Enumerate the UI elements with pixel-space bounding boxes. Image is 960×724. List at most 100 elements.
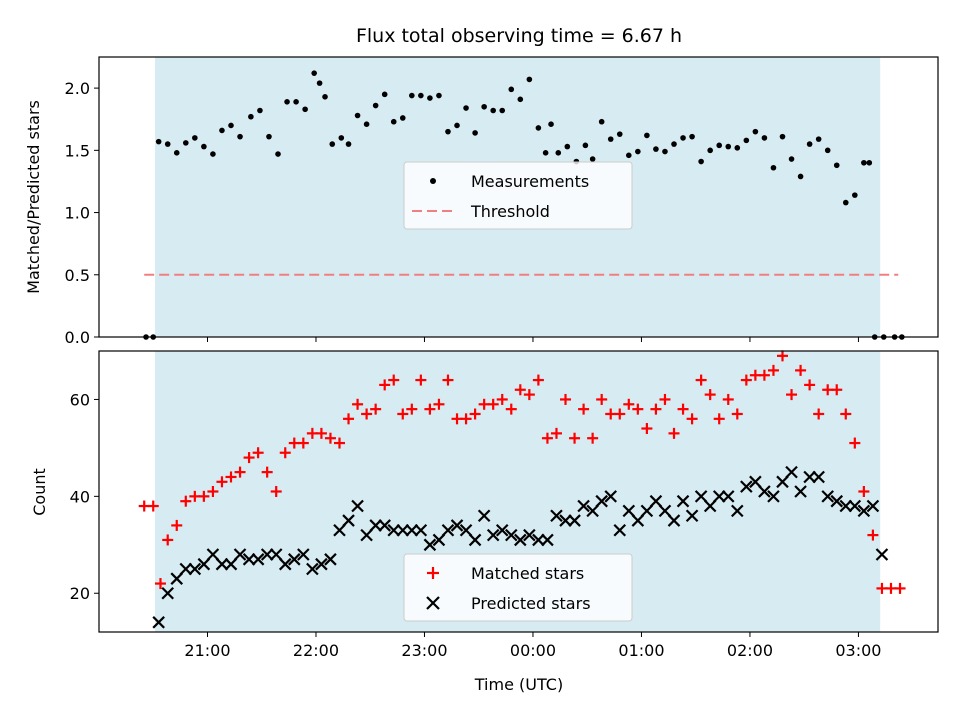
measurement-point [322, 94, 328, 100]
predicted-stars-point [288, 553, 301, 566]
measurement-point [490, 107, 496, 114]
measurement-point [635, 148, 641, 155]
predicted-stars-point [685, 509, 699, 523]
measurement-point [499, 107, 506, 114]
matched-stars-point [722, 393, 734, 405]
matched-stars-point [650, 403, 662, 415]
measurement-point [399, 115, 406, 121]
matched-stars-point [867, 529, 879, 541]
predicted-stars-point [749, 475, 762, 489]
matched-stars-point [569, 432, 581, 444]
matched-stars-point [370, 403, 382, 415]
matched-stars-point [695, 374, 707, 386]
predicted-stars-point [342, 514, 355, 527]
measurement-point [707, 147, 713, 154]
predicted-stars-point [315, 557, 328, 571]
matched-stars-point [415, 374, 427, 386]
measurement-point [201, 143, 207, 150]
predicted-stars-point [794, 485, 807, 498]
measurement-point [173, 150, 180, 156]
measurement-point [526, 76, 533, 83]
matched-stars-point [641, 423, 653, 435]
matched-stars-point [505, 403, 517, 415]
matched-stars-point [713, 413, 725, 425]
matched-stars-point [352, 398, 364, 410]
measurement-point [797, 173, 804, 180]
predicted-stars-point [640, 504, 654, 518]
matched-stars-point [460, 413, 472, 425]
predicted-stars-point [848, 499, 862, 513]
predicted-stars-point [649, 494, 663, 508]
predicted-stars-point [414, 523, 428, 537]
x-tick-label: 22:00 [293, 641, 339, 660]
matched-stars-point [523, 389, 535, 401]
predicted-stars-point [360, 528, 373, 542]
matched-stars-point [596, 393, 608, 405]
predicted-stars-point [504, 528, 518, 542]
measurement-point [316, 80, 323, 86]
matched-stars-point [740, 374, 752, 386]
top-y-tick-label: 2.0 [65, 79, 90, 98]
measurement-point [555, 150, 562, 156]
predicted-stars-point [459, 523, 473, 537]
measurement-point [293, 99, 299, 105]
matched-stars-point [406, 403, 418, 415]
measurement-point [508, 86, 515, 93]
top-y-axis-label: Matched/Predicted stars [24, 100, 43, 294]
matched-stars-point [297, 437, 309, 449]
measurement-point [390, 118, 397, 125]
matched-stars-point [858, 486, 870, 497]
predicted-stars-point [721, 490, 735, 503]
matched-stars-point [234, 466, 246, 478]
measurement-point [338, 135, 345, 141]
predicted-stars-point [658, 504, 672, 518]
measurement-point [409, 92, 415, 99]
bottom-legend-box [403, 553, 633, 622]
measurement-point [381, 91, 388, 98]
matched-stars-point [840, 408, 852, 420]
top-legend: Measurements Threshold [403, 161, 633, 230]
measurement-point [210, 151, 216, 157]
matched-stars-point [270, 486, 282, 497]
x-tick-label: 21:00 [184, 641, 230, 660]
predicted-stars-point [441, 523, 455, 537]
predicted-stars-point [568, 514, 581, 527]
measurement-point [788, 156, 795, 162]
legend-label-predicted: Predicted stars [471, 594, 591, 613]
predicted-stars-point [523, 528, 536, 542]
predicted-stars-point [559, 514, 572, 527]
matched-stars-point [758, 369, 770, 381]
legend-label-measurements: Measurements [471, 172, 589, 191]
matched-stars-point [578, 403, 590, 415]
predicted-stars-point [875, 548, 889, 561]
measurement-point [770, 164, 777, 171]
matched-stars-point [162, 534, 174, 546]
predicted-stars-point [577, 499, 590, 513]
matched-stars-point [550, 427, 562, 439]
matched-stars-point [514, 384, 526, 396]
predicted-stars-point [776, 475, 789, 489]
matched-stars-point [560, 393, 572, 405]
matched-stars-point [831, 384, 843, 396]
measurement-point [716, 142, 723, 149]
measurement-point [582, 142, 589, 149]
legend-marker-predicted [426, 596, 440, 610]
predicted-stars-point [541, 533, 554, 547]
measurement-point [329, 141, 336, 147]
measurement-point [427, 95, 433, 101]
bottom-y-tick-label: 60 [70, 390, 90, 409]
predicted-stars-point [269, 548, 283, 561]
measurement-point [698, 158, 704, 165]
predicted-stars-point [206, 548, 220, 561]
bottom-y-tick-label: 40 [70, 487, 90, 506]
measurement-point [345, 141, 352, 147]
matched-stars-point [704, 389, 716, 401]
matched-stars-point [767, 364, 779, 376]
measurement-point [653, 146, 659, 152]
matched-stars-point [225, 471, 237, 483]
measurement-point [815, 136, 822, 142]
matched-stars-point [207, 486, 219, 497]
measurement-point [266, 133, 272, 140]
predicted-stars-point [495, 523, 509, 537]
predicted-stars-point [423, 538, 437, 552]
